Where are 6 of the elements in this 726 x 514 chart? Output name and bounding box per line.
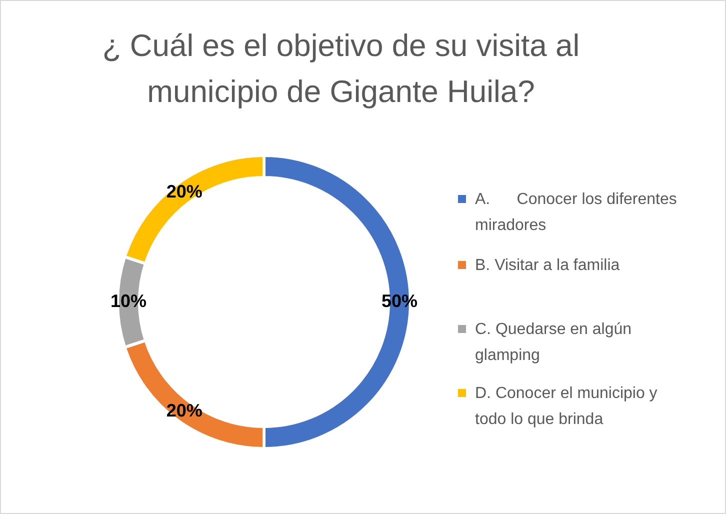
- legend-label: C. Quedarse en algún glamping: [475, 320, 633, 366]
- data-label: 10%: [110, 290, 147, 311]
- legend-label: A. Conocer los diferentes miradores: [475, 190, 678, 236]
- chart-title: ¿ Cuál es el objetivo de su visita al municipio de Gigante Huila?: [101, 27, 581, 111]
- legend-label: D. Conocer el municipio y todo lo que brinda: [475, 384, 658, 430]
- legend-label: B. Visitar a la familia: [475, 256, 621, 276]
